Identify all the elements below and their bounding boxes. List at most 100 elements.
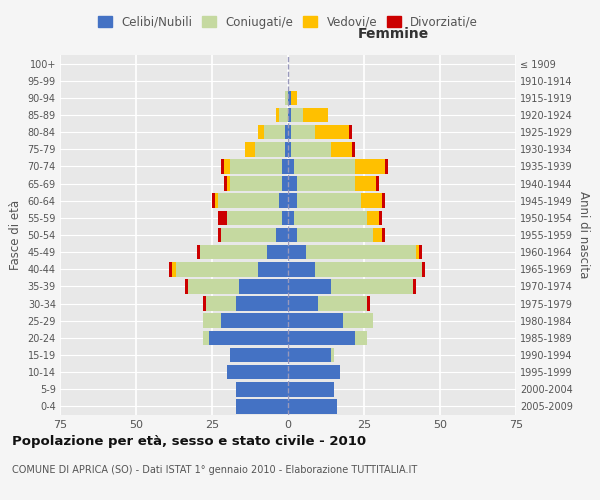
Bar — [288, 176, 297, 191]
Bar — [172, 262, 176, 276]
Bar — [221, 159, 224, 174]
Bar — [236, 399, 288, 413]
Bar — [316, 125, 349, 140]
Bar — [343, 314, 373, 328]
Bar — [221, 228, 276, 242]
Bar — [288, 142, 291, 156]
Bar — [319, 296, 367, 311]
Bar — [297, 228, 373, 242]
Bar — [291, 142, 331, 156]
Bar — [224, 176, 227, 191]
Bar — [276, 108, 279, 122]
Bar — [422, 262, 425, 276]
Bar — [349, 125, 352, 140]
Bar — [227, 176, 230, 191]
Bar — [361, 194, 382, 208]
Bar — [285, 142, 288, 156]
Bar — [176, 262, 257, 276]
Bar — [245, 142, 254, 156]
Bar — [254, 142, 285, 156]
Bar — [263, 125, 285, 140]
Bar — [230, 348, 288, 362]
Bar — [367, 296, 370, 311]
Bar — [288, 399, 337, 413]
Bar — [221, 314, 288, 328]
Bar — [197, 245, 200, 260]
Bar — [239, 279, 288, 293]
Bar — [288, 245, 306, 260]
Text: Popolazione per età, sesso e stato civile - 2010: Popolazione per età, sesso e stato civil… — [12, 435, 366, 448]
Bar — [288, 194, 297, 208]
Bar — [419, 245, 422, 260]
Bar — [218, 228, 221, 242]
Bar — [236, 382, 288, 396]
Legend: Celibi/Nubili, Coniugati/e, Vedovi/e, Divorziati/e: Celibi/Nubili, Coniugati/e, Vedovi/e, Di… — [93, 11, 483, 34]
Bar — [188, 279, 239, 293]
Bar — [355, 159, 385, 174]
Bar — [218, 210, 227, 225]
Bar — [230, 176, 282, 191]
Bar — [203, 296, 206, 311]
Y-axis label: Fasce di età: Fasce di età — [9, 200, 22, 270]
Bar — [285, 125, 288, 140]
Bar — [285, 90, 288, 105]
Bar — [209, 330, 288, 345]
Bar — [215, 194, 218, 208]
Bar — [279, 194, 288, 208]
Bar — [331, 348, 334, 362]
Bar — [288, 228, 297, 242]
Bar — [212, 194, 215, 208]
Bar — [294, 159, 355, 174]
Bar — [288, 382, 334, 396]
Bar — [227, 210, 282, 225]
Bar — [303, 108, 328, 122]
Bar — [373, 228, 382, 242]
Bar — [236, 296, 288, 311]
Bar — [297, 176, 355, 191]
Bar — [288, 296, 319, 311]
Bar — [288, 314, 343, 328]
Bar — [227, 365, 288, 380]
Y-axis label: Anni di nascita: Anni di nascita — [577, 192, 590, 278]
Bar — [382, 228, 385, 242]
Bar — [267, 245, 288, 260]
Bar — [355, 176, 376, 191]
Bar — [185, 279, 188, 293]
Bar — [230, 159, 282, 174]
Bar — [297, 194, 361, 208]
Bar — [282, 159, 288, 174]
Bar — [413, 279, 416, 293]
Bar — [282, 176, 288, 191]
Bar — [291, 125, 316, 140]
Bar — [288, 90, 291, 105]
Bar — [257, 262, 288, 276]
Bar — [279, 108, 288, 122]
Bar — [367, 210, 379, 225]
Bar — [316, 262, 422, 276]
Bar — [288, 108, 291, 122]
Bar — [355, 330, 367, 345]
Text: Femmine: Femmine — [357, 26, 428, 40]
Bar — [379, 210, 382, 225]
Bar — [291, 90, 297, 105]
Bar — [200, 245, 267, 260]
Bar — [385, 159, 388, 174]
Bar — [276, 228, 288, 242]
Bar — [257, 125, 263, 140]
Bar — [331, 142, 352, 156]
Bar — [169, 262, 172, 276]
Bar — [282, 210, 288, 225]
Bar — [224, 159, 230, 174]
Bar — [416, 245, 419, 260]
Bar — [294, 210, 367, 225]
Bar — [331, 279, 413, 293]
Bar — [306, 245, 416, 260]
Bar — [288, 365, 340, 380]
Bar — [288, 159, 294, 174]
Text: COMUNE DI APRICA (SO) - Dati ISTAT 1° gennaio 2010 - Elaborazione TUTTITALIA.IT: COMUNE DI APRICA (SO) - Dati ISTAT 1° ge… — [12, 465, 417, 475]
Bar — [288, 210, 294, 225]
Bar — [206, 296, 236, 311]
Bar — [382, 194, 385, 208]
Bar — [352, 142, 355, 156]
Bar — [203, 314, 221, 328]
